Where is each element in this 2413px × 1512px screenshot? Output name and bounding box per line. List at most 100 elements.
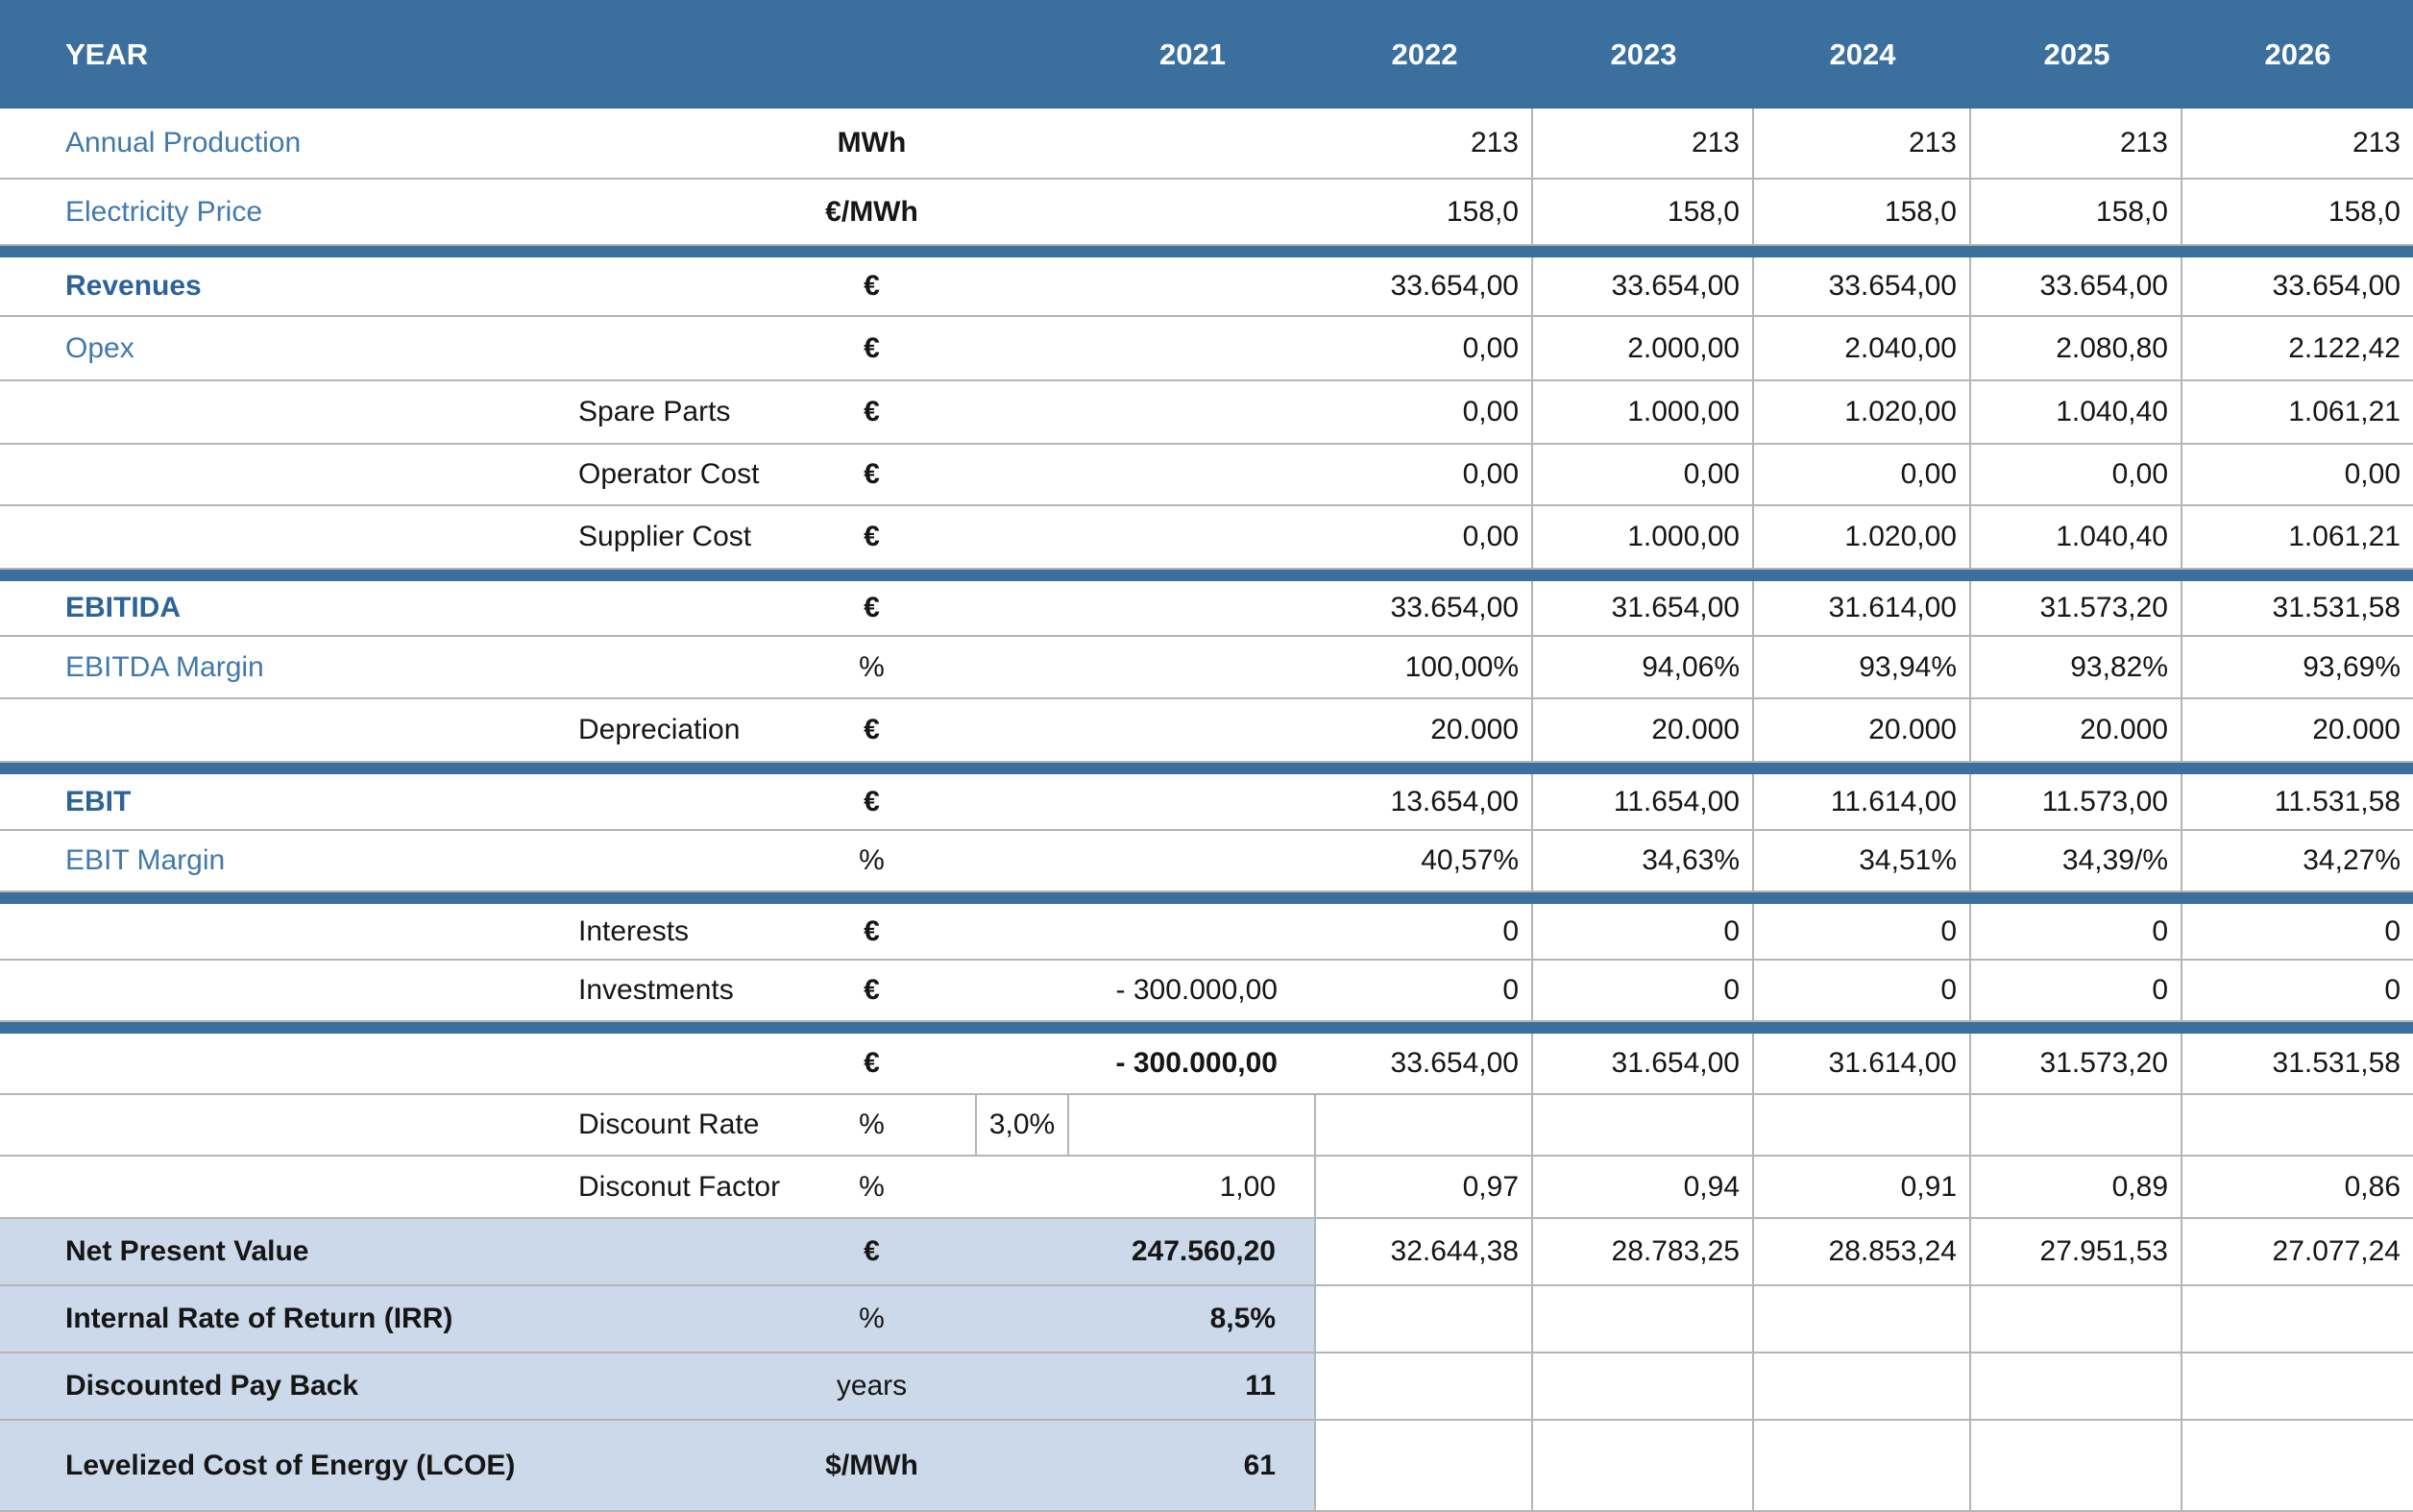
value-2025 <box>1971 1353 2182 1419</box>
unit-cell: % <box>859 1170 885 1203</box>
section-divider <box>0 892 2413 904</box>
value-2025: 213 <box>1971 109 2182 178</box>
value-2026: 20.000 <box>2312 714 2401 745</box>
value-2025: 0,89 <box>1971 1157 2182 1217</box>
value-2022: 20.000 <box>1316 699 1533 761</box>
unit-cell: € <box>864 592 880 623</box>
value-2023: 31.654,00 <box>1533 1034 1754 1093</box>
value-2026: 27.077,24 <box>2272 1235 2401 1267</box>
rate-cell <box>975 257 1069 315</box>
unit-cell: € <box>864 331 880 364</box>
section-divider <box>0 763 2413 774</box>
value-2021 <box>1069 257 1316 315</box>
row-sublabel <box>572 581 768 635</box>
value-2025 <box>1971 1286 2182 1352</box>
value-2024: 213 <box>1754 109 1971 178</box>
section-divider <box>0 570 2413 581</box>
value-2024: 0 <box>1754 961 1971 1020</box>
rate-cell <box>975 109 1069 178</box>
value-2023: 20.000 <box>1533 699 1754 761</box>
value-2022: 0,00 <box>1316 317 1533 379</box>
unit-cell: $/MWh <box>768 1421 975 1510</box>
row-label: Revenues <box>65 270 202 302</box>
value-2026: 0,86 <box>2344 1170 2401 1203</box>
value-2023: 11.654,00 <box>1533 774 1754 829</box>
row-operator-cost: Operator Cost € 0,00 0,00 0,00 0,00 0,00 <box>0 445 2413 506</box>
value-2022 <box>1316 1421 1533 1510</box>
value-2023: 94,06% <box>1533 637 1754 697</box>
value-2023: 0,00 <box>1533 445 1754 504</box>
row-sublabel: Spare Parts <box>578 396 731 427</box>
value-2024: 31.614,00 <box>1754 581 1971 635</box>
row-sublabel: Interests <box>578 915 690 947</box>
value-2026: 33.654,00 <box>2272 270 2401 302</box>
row-label: EBIT <box>65 785 132 817</box>
rate-cell <box>975 1034 1069 1093</box>
value-2025: 11.573,00 <box>1971 774 2182 829</box>
row-discounted-payback: Discounted Pay Back years 11 <box>0 1353 2413 1421</box>
row-sublabel <box>572 1219 768 1284</box>
row-lcoe: Levelized Cost of Energy (LCOE) $/MWh 61 <box>0 1421 2413 1512</box>
value-2023 <box>1533 1353 1754 1419</box>
value-2024: 28.853,24 <box>1754 1219 1971 1284</box>
value-2025: 20.000 <box>1971 699 2182 761</box>
value-2023: 0 <box>1533 904 1754 959</box>
unit-cell: MWh <box>837 127 907 159</box>
value-2021 <box>1069 904 1316 959</box>
value-2021: 247.560,20 <box>1069 1219 1316 1284</box>
value-2025 <box>1971 1421 2182 1510</box>
value-2022: 13.654,00 <box>1316 774 1533 829</box>
value-2026: 0 <box>2384 915 2401 947</box>
rate-cell <box>975 1157 1069 1217</box>
row-revenues: Revenues € 33.654,00 33.654,00 33.654,00… <box>0 257 2413 317</box>
value-2021 <box>1069 831 1316 890</box>
row-sublabel <box>572 1353 768 1419</box>
table-header: YEAR 2021 2022 2023 2024 2025 2026 <box>0 0 2413 109</box>
value-2025: 31.573,20 <box>1971 1034 2182 1093</box>
value-2021 <box>1069 180 1316 244</box>
row-label: Opex <box>65 331 134 364</box>
row-electricity-price: Electricity Price €/MWh 158,0 158,0 158,… <box>0 180 2413 246</box>
row-label: Net Present Value <box>0 1219 572 1284</box>
value-2021 <box>1069 317 1316 379</box>
value-2021 <box>1069 445 1316 504</box>
row-sublabel: Operator Cost <box>578 458 760 490</box>
value-2021: 8,5% <box>1069 1286 1316 1352</box>
row-discount-rate: Discount Rate % 3,0% <box>0 1095 2413 1157</box>
value-2024: 93,94% <box>1754 637 1971 697</box>
value-2023: 28.783,25 <box>1533 1219 1754 1284</box>
value-2024 <box>1754 1421 1971 1510</box>
unit-cell: % <box>859 844 885 876</box>
value-2025: 27.951,53 <box>1971 1219 2182 1284</box>
rate-cell <box>975 581 1069 635</box>
row-sublabel <box>572 637 768 697</box>
unit-cell: € <box>864 458 880 490</box>
value-2022: 0 <box>1316 904 1533 959</box>
row-label <box>0 506 572 568</box>
unit-cell: € <box>864 714 880 745</box>
value-2022 <box>1316 1353 1533 1419</box>
row-label: EBITDA Margin <box>65 650 264 683</box>
value-2025: 0 <box>1971 961 2182 1020</box>
row-investments: Investments € - 300.000,00 0 0 0 0 0 <box>0 961 2413 1022</box>
value-2026: 93,69% <box>2303 650 2401 683</box>
unit-cell: € <box>864 915 880 947</box>
row-depreciation: Depreciation € 20.000 20.000 20.000 20.0… <box>0 699 2413 763</box>
value-2026: 213 <box>2352 127 2401 159</box>
value-2022: 158,0 <box>1316 180 1533 244</box>
rate-cell <box>975 445 1069 504</box>
header-spacer-unit <box>768 0 975 109</box>
year-header-2025: 2025 <box>2043 37 2110 71</box>
value-2022: 0,00 <box>1316 381 1533 443</box>
value-2023: 158,0 <box>1533 180 1754 244</box>
row-label: Annual Production <box>65 127 302 159</box>
row-sublabel: Discount Rate <box>578 1109 760 1140</box>
discount-rate-value: 3,0% <box>975 1095 1069 1155</box>
row-label <box>0 445 572 504</box>
rate-cell <box>975 381 1069 443</box>
row-label <box>0 904 572 959</box>
row-label: Levelized Cost of Energy (LCOE) <box>0 1421 572 1510</box>
value-2022: 0,97 <box>1316 1157 1533 1217</box>
rate-cell <box>975 774 1069 829</box>
